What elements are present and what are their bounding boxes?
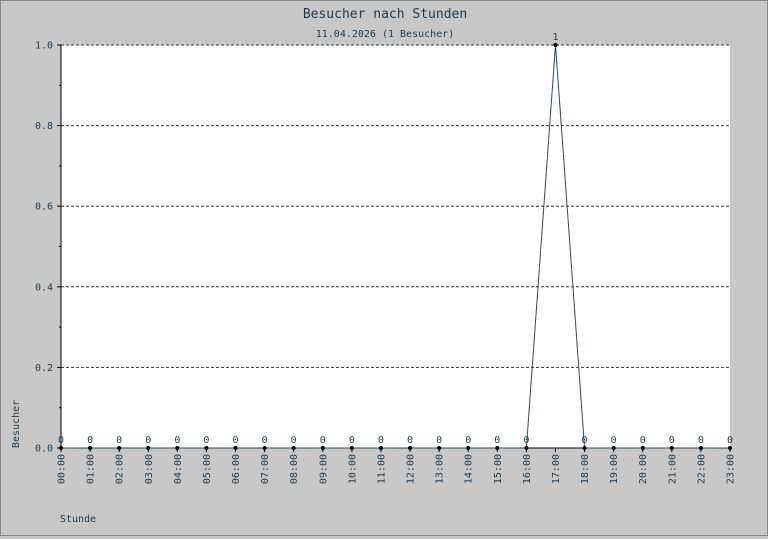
data-point bbox=[582, 446, 587, 450]
data-label: 0 bbox=[58, 435, 64, 446]
data-label: 0 bbox=[203, 435, 209, 446]
x-tick-label: 23:00 bbox=[726, 454, 737, 484]
data-point bbox=[437, 446, 442, 450]
data-point bbox=[59, 446, 63, 450]
data-label: 0 bbox=[582, 435, 588, 446]
x-tick-label: 22:00 bbox=[696, 454, 707, 484]
y-tick-label: 1.0 bbox=[35, 41, 53, 52]
data-point bbox=[495, 446, 500, 450]
y-tick-label: 0.6 bbox=[35, 202, 53, 213]
data-point bbox=[175, 446, 180, 450]
data-label: 0 bbox=[233, 435, 239, 446]
data-label: 0 bbox=[669, 435, 675, 446]
chart-title: Besucher nach Stunden bbox=[303, 7, 467, 22]
data-point bbox=[524, 446, 529, 450]
data-point bbox=[698, 446, 703, 450]
data-label: 0 bbox=[349, 435, 355, 446]
data-label: 0 bbox=[640, 435, 646, 446]
data-point bbox=[291, 446, 296, 450]
x-tick-label: 00:00 bbox=[57, 454, 68, 484]
data-point bbox=[88, 446, 93, 450]
y-axis-label: Besucher bbox=[11, 400, 22, 448]
data-label: 0 bbox=[378, 435, 384, 446]
series-line bbox=[61, 44, 730, 449]
data-label: 0 bbox=[116, 435, 122, 446]
x-tick-label: 02:00 bbox=[115, 454, 126, 484]
x-tick-label: 09:00 bbox=[318, 454, 329, 484]
data-label: 0 bbox=[262, 435, 268, 446]
data-point bbox=[262, 446, 267, 450]
data-label: 0 bbox=[320, 435, 326, 446]
data-point bbox=[640, 446, 645, 450]
x-tick-label: 19:00 bbox=[609, 454, 620, 484]
data-label: 0 bbox=[174, 435, 180, 446]
data-point bbox=[728, 446, 732, 450]
data-point bbox=[233, 446, 238, 450]
x-tick-label: 21:00 bbox=[667, 454, 678, 484]
data-label: 0 bbox=[611, 435, 617, 446]
data-labels: 0 0 0 0 0 0 0 0 0 0 0 0 0 0 0 0 0 1 0 0 0 0 0 0 bbox=[58, 32, 733, 446]
data-point bbox=[204, 446, 209, 450]
y-tick-labels: 0.0 0.2 0.4 0.6 0.8 1.0 bbox=[35, 41, 53, 455]
data-point bbox=[349, 446, 354, 450]
y-tick-label: 0.0 bbox=[35, 444, 53, 455]
data-point bbox=[553, 43, 558, 47]
data-label: 1 bbox=[552, 32, 558, 43]
data-point bbox=[408, 446, 413, 450]
data-label: 0 bbox=[698, 435, 704, 446]
x-tick-label: 17:00 bbox=[551, 454, 562, 484]
x-tick-label: 03:00 bbox=[144, 454, 155, 484]
x-tick-label: 20:00 bbox=[638, 454, 649, 484]
data-label: 0 bbox=[436, 435, 442, 446]
data-label: 0 bbox=[291, 435, 297, 446]
data-point bbox=[320, 446, 325, 450]
y-tick-label: 0.2 bbox=[35, 363, 53, 374]
data-point bbox=[117, 446, 122, 450]
x-tick-label: 16:00 bbox=[522, 454, 533, 484]
x-tick-label: 07:00 bbox=[260, 454, 271, 484]
x-tick-label: 06:00 bbox=[231, 454, 242, 484]
x-tick-label: 11:00 bbox=[376, 454, 387, 484]
data-label: 0 bbox=[87, 435, 93, 446]
data-label: 0 bbox=[523, 435, 529, 446]
x-tick-label: 10:00 bbox=[347, 454, 358, 484]
data-label: 0 bbox=[145, 435, 151, 446]
x-tick-label: 12:00 bbox=[406, 454, 417, 484]
y-tick-label: 0.4 bbox=[35, 282, 53, 293]
data-point bbox=[466, 446, 471, 450]
y-tick-label: 0.8 bbox=[35, 121, 53, 132]
data-point bbox=[669, 446, 674, 450]
data-label: 0 bbox=[727, 435, 733, 446]
x-tick-label: 18:00 bbox=[580, 454, 591, 484]
data-label: 0 bbox=[465, 435, 471, 446]
plot-area bbox=[61, 45, 730, 448]
x-tick-label: 05:00 bbox=[202, 454, 213, 484]
x-tick-label: 08:00 bbox=[289, 454, 300, 484]
data-point bbox=[611, 446, 616, 450]
data-point bbox=[146, 446, 151, 450]
x-tick-label: 14:00 bbox=[464, 454, 475, 484]
x-axis-label: Stunde bbox=[60, 514, 96, 525]
series-visitors bbox=[59, 43, 732, 450]
data-point bbox=[378, 446, 383, 450]
chart-subtitle: 11.04.2026 (1 Besucher) bbox=[316, 29, 454, 40]
grid-lines bbox=[61, 44, 730, 368]
x-tick-labels: 00:00 01:00 02:00 03:00 04:00 05:00 06:00 07:00… bbox=[57, 454, 737, 484]
data-label: 0 bbox=[407, 435, 413, 446]
x-tick-label: 13:00 bbox=[435, 454, 446, 484]
x-tick-label: 15:00 bbox=[493, 454, 504, 484]
x-tick-label: 01:00 bbox=[86, 454, 97, 484]
x-tick-label: 04:00 bbox=[173, 454, 184, 484]
data-label: 0 bbox=[494, 435, 500, 446]
